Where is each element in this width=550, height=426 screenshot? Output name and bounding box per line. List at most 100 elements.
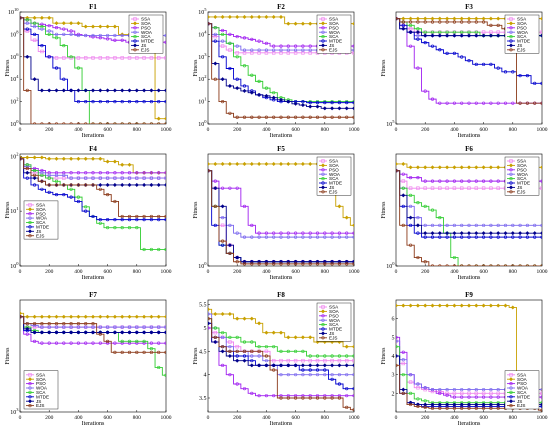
data-point-ejs — [445, 20, 449, 24]
y-axis-label: Fitness — [193, 59, 199, 77]
legend-label-js: JS — [36, 229, 41, 234]
data-point-woa — [135, 325, 139, 329]
data-point-ejs — [105, 339, 110, 343]
data-point-js — [83, 330, 88, 335]
data-point-soa — [120, 314, 125, 319]
data-point-pso — [127, 341, 132, 345]
data-point-ejs — [323, 262, 327, 266]
data-point-js — [539, 402, 542, 407]
data-point-mtde — [84, 99, 88, 104]
data-point-pso — [120, 341, 124, 345]
data-point-soa — [286, 335, 291, 340]
data-point-pso — [264, 394, 269, 398]
data-point-ejs — [106, 122, 110, 124]
data-point-ssa — [467, 186, 471, 190]
data-point-ejs — [228, 349, 232, 353]
series-line-sca — [20, 158, 166, 250]
data-point-js — [25, 54, 30, 59]
legend-marker-sca — [133, 34, 137, 39]
series-line-pso — [20, 316, 166, 344]
y-tick-label: 5.5 — [199, 303, 207, 309]
data-point-mtde — [149, 99, 153, 104]
data-point-mtde — [213, 223, 217, 227]
data-point-soa — [208, 161, 211, 167]
data-point-js — [430, 402, 435, 407]
data-point-ejs — [489, 23, 493, 27]
data-point-sca — [438, 30, 442, 34]
data-point-ejs — [228, 251, 232, 255]
data-point-pso — [164, 341, 166, 345]
data-point-woa — [127, 325, 132, 329]
legend-label-ejs: EJS — [329, 189, 337, 194]
legend-marker-ejs — [133, 48, 137, 52]
series-line-mtde — [208, 23, 354, 104]
legend-label-js: JS — [329, 331, 334, 336]
data-point-js — [134, 330, 139, 335]
data-point-soa — [445, 303, 450, 308]
data-point-woa — [279, 48, 283, 52]
data-point-mtde — [62, 77, 66, 81]
data-point-ejs — [32, 173, 37, 177]
data-point-woa — [69, 176, 73, 180]
data-point-ssa — [459, 391, 464, 396]
data-point-soa — [278, 161, 284, 167]
data-point-js — [430, 231, 435, 236]
data-point-ejs — [467, 264, 471, 266]
data-point-woa — [308, 48, 312, 52]
data-point-pso — [69, 29, 73, 33]
x-axis-label: Iterations — [270, 275, 293, 281]
data-point-mtde — [540, 81, 542, 85]
data-point-sca — [272, 345, 276, 349]
x-axis-label: Iterations — [82, 275, 105, 281]
data-point-soa — [452, 303, 457, 308]
data-point-woa — [149, 325, 153, 329]
data-point-soa — [539, 165, 542, 170]
data-point-js — [32, 77, 37, 82]
legend-label-pso: PSO — [517, 381, 527, 386]
data-point-ejs — [337, 396, 342, 400]
y-tick-label: 108 — [10, 29, 19, 38]
y-tick-label: 101 — [198, 97, 206, 106]
data-point-woa — [208, 312, 210, 316]
legend-label-js: JS — [517, 43, 522, 48]
data-point-js — [149, 182, 154, 188]
data-point-ejs — [213, 77, 217, 81]
data-point-woa — [352, 235, 354, 239]
data-point-ejs — [91, 183, 95, 187]
legend-label-sca: SCA — [329, 34, 339, 39]
data-point-js — [264, 93, 269, 98]
data-point-ejs — [235, 115, 239, 119]
data-point-js — [496, 402, 501, 407]
data-point-mtde — [142, 99, 146, 104]
data-point-js — [481, 231, 486, 236]
data-point-soa — [496, 303, 501, 308]
data-point-pso — [91, 341, 95, 345]
data-point-js — [25, 170, 30, 175]
legend-label-pso: PSO — [517, 167, 527, 172]
data-point-pso — [208, 326, 210, 330]
data-point-sca — [430, 208, 435, 212]
data-point-ssa — [32, 38, 37, 42]
data-point-mtde — [315, 368, 320, 372]
data-point-ejs — [98, 187, 102, 191]
data-point-ejs — [294, 115, 298, 119]
data-point-js — [452, 33, 457, 38]
data-point-soa — [510, 305, 515, 310]
data-point-ejs — [533, 101, 537, 105]
x-tick-label: 1000 — [349, 127, 360, 133]
data-point-ejs — [445, 406, 449, 410]
data-point-js — [539, 231, 542, 236]
legend-marker-pso — [321, 168, 325, 172]
data-point-soa — [90, 156, 96, 161]
legend-label-soa: SOA — [36, 207, 47, 212]
y-tick-label: 3 — [392, 373, 395, 379]
data-point-soa — [308, 335, 313, 340]
data-point-soa — [300, 161, 305, 167]
data-point-mtde — [525, 74, 530, 78]
data-point-js — [459, 231, 464, 236]
data-point-ssa — [91, 56, 95, 60]
data-point-soa — [271, 161, 276, 167]
x-tick-label: 0 — [395, 127, 398, 133]
legend-label-pso: PSO — [329, 167, 339, 172]
data-point-js — [496, 231, 501, 236]
